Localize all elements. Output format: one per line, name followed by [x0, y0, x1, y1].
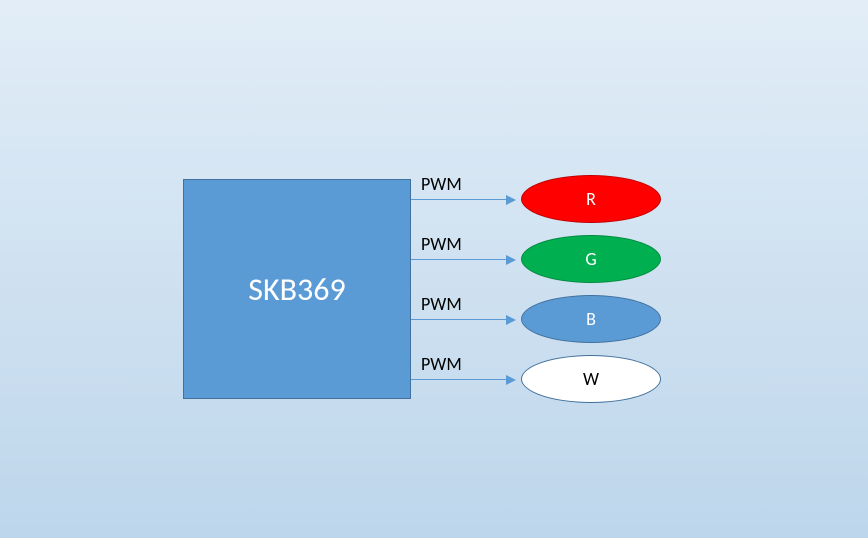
pwm-arrow-label-2: PWM	[421, 293, 462, 315]
main-chip-box: SKB369	[183, 179, 411, 399]
pwm-arrow-head-3	[506, 375, 516, 385]
led-ellipse-b: B	[521, 295, 661, 343]
main-chip-label: SKB369	[248, 270, 345, 309]
led-ellipse-label-g: G	[585, 248, 596, 270]
led-ellipse-w: W	[521, 355, 661, 403]
pwm-arrow-head-1	[506, 255, 516, 265]
pwm-arrow-head-0	[506, 195, 516, 205]
pwm-arrow-line-0	[411, 199, 506, 200]
pwm-arrow-head-2	[506, 315, 516, 325]
pwm-arrow-line-2	[411, 319, 506, 320]
led-ellipse-label-w: W	[583, 368, 599, 390]
pwm-arrow-label-1: PWM	[421, 233, 462, 255]
pwm-arrow-label-3: PWM	[421, 353, 462, 375]
pwm-arrow-line-3	[411, 379, 506, 380]
led-ellipse-label-b: B	[586, 308, 596, 330]
pwm-arrow-line-1	[411, 259, 506, 260]
led-ellipse-label-r: R	[586, 188, 596, 210]
led-ellipse-r: R	[521, 175, 661, 223]
background	[0, 0, 868, 538]
pwm-arrow-label-0: PWM	[421, 173, 462, 195]
led-ellipse-g: G	[521, 235, 661, 283]
